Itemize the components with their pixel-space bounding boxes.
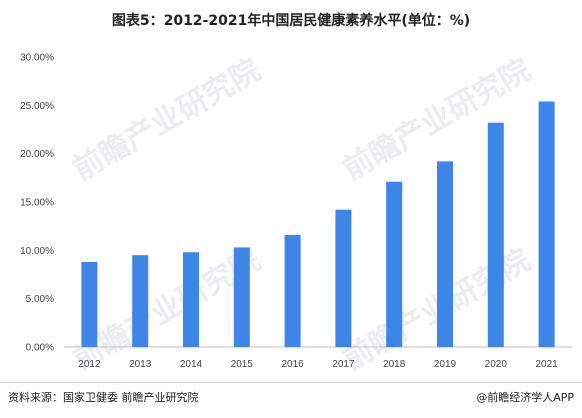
x-tick-label: 2018 [383, 359, 406, 370]
y-tick-label: 0.00% [26, 343, 54, 354]
y-tick-label: 25.00% [20, 101, 54, 112]
bar-2014 [183, 252, 199, 347]
bar-2017 [335, 209, 352, 347]
x-tick-label: 2012 [78, 359, 101, 370]
x-tick-label: 2020 [485, 359, 508, 370]
bar-chart: 0.00% 5.00% 10.00% 15.00% 20.00% 25.00% 30.00%… [20, 53, 572, 370]
x-tick-label: 2013 [129, 359, 152, 370]
footer-divider [0, 382, 582, 383]
bar-2021 [538, 101, 555, 347]
x-tick-label: 2019 [434, 359, 457, 370]
bar-2020 [487, 122, 504, 347]
bar-2013 [132, 255, 149, 347]
brand-label: @前瞻经济学人APP [476, 391, 574, 404]
x-tick-label: 2015 [231, 359, 254, 370]
source-note: 资料来源：国家卫健委 前瞻产业研究院 [8, 391, 199, 404]
x-tick-label: 2014 [180, 359, 203, 370]
y-tick-label: 10.00% [20, 246, 54, 257]
x-tick-label: 2016 [281, 359, 304, 370]
bar-2015 [233, 247, 250, 347]
bar-2019 [437, 161, 453, 347]
y-tick-label: 20.00% [20, 149, 54, 160]
bar-2012 [81, 261, 98, 347]
bar-2016 [284, 234, 301, 347]
x-tick-label: 2017 [332, 359, 355, 370]
chart-title: 图表5：2012-2021年中国居民健康素养水平(单位：%) [111, 13, 471, 29]
y-tick-label: 15.00% [20, 198, 54, 209]
bar-2018 [386, 181, 403, 347]
y-tick-label: 30.00% [20, 53, 54, 64]
y-tick-label: 5.00% [26, 294, 54, 305]
x-tick-label: 2021 [535, 359, 558, 370]
